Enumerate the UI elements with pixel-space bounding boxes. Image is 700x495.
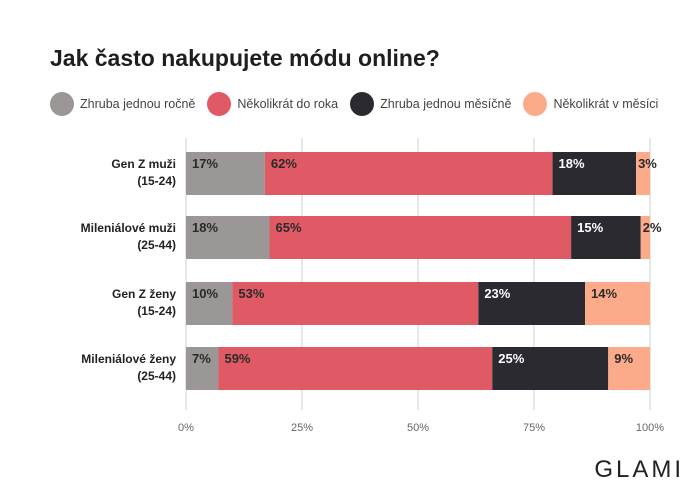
glami-logo: GLAMI [594, 456, 684, 483]
data-label: 2% [643, 220, 662, 235]
x-tick-label: 25% [291, 422, 313, 434]
category-label: Gen Z ženy [112, 287, 176, 301]
legend-item: Několikrát do roka [207, 92, 338, 116]
legend-swatch [350, 92, 375, 116]
category-label: Mileniálové ženy [81, 352, 176, 366]
data-label: 9% [614, 351, 633, 366]
x-tick-label: 50% [407, 422, 429, 434]
data-label: 23% [484, 286, 510, 301]
legend-label: Zhruba jednou měsíčně [380, 97, 512, 111]
data-label: 25% [498, 351, 524, 366]
x-tick-label: 75% [523, 422, 545, 434]
bar-segment [186, 347, 219, 390]
bar-segment [264, 152, 553, 195]
category-label: (25-44) [137, 238, 176, 252]
x-tick-label: 100% [636, 422, 664, 434]
bar-segment [478, 282, 586, 325]
category-label: (15-24) [137, 304, 176, 318]
data-label: 17% [192, 156, 218, 171]
legend-label: Zhruba jednou ročně [80, 97, 196, 111]
data-label: 10% [192, 286, 218, 301]
bar-segment [232, 282, 479, 325]
legend-item: Několikrát v měsíci [523, 92, 658, 116]
bar-segment [269, 216, 572, 259]
bar-segment [218, 347, 493, 390]
data-label: 18% [559, 156, 585, 171]
bar-segment [608, 347, 650, 390]
bar-segment [552, 152, 637, 195]
bar-segment [186, 216, 270, 259]
legend-swatch [50, 92, 74, 116]
bar-segment [585, 282, 650, 325]
category-label: (15-24) [137, 174, 176, 188]
category-label: (25-44) [137, 369, 176, 383]
data-label: 7% [192, 351, 211, 366]
chart-title: Jak často nakupujete módu online? [50, 45, 440, 71]
bar-segment [186, 152, 265, 195]
legend-item: Zhruba jednou ročně [50, 92, 195, 116]
legend-label: Několikrát do roka [237, 97, 339, 111]
bar-segment [640, 216, 650, 259]
data-label: 59% [224, 351, 250, 366]
legend: Zhruba jednou ročně Několikrát do roka Zhr… [50, 90, 670, 118]
legend-label: Několikrát v měsíci [553, 97, 659, 111]
bar-segment [571, 216, 641, 259]
data-label: 62% [271, 156, 297, 171]
data-label: 15% [577, 220, 603, 235]
data-label: 14% [591, 286, 617, 301]
data-label: 3% [638, 156, 657, 171]
data-label: 65% [276, 220, 302, 235]
legend-swatch [207, 92, 232, 116]
data-label: 18% [192, 220, 218, 235]
legend-item: Zhruba jednou měsíčně [350, 92, 511, 116]
data-label: 53% [238, 286, 264, 301]
category-label: Gen Z muži [111, 157, 176, 171]
x-tick-label: 0% [178, 422, 194, 434]
bar-segment [636, 152, 650, 195]
legend-swatch [523, 92, 548, 116]
category-label: Mileniálové muži [81, 221, 176, 235]
bar-segment [492, 347, 609, 390]
bar-segment [186, 282, 233, 325]
